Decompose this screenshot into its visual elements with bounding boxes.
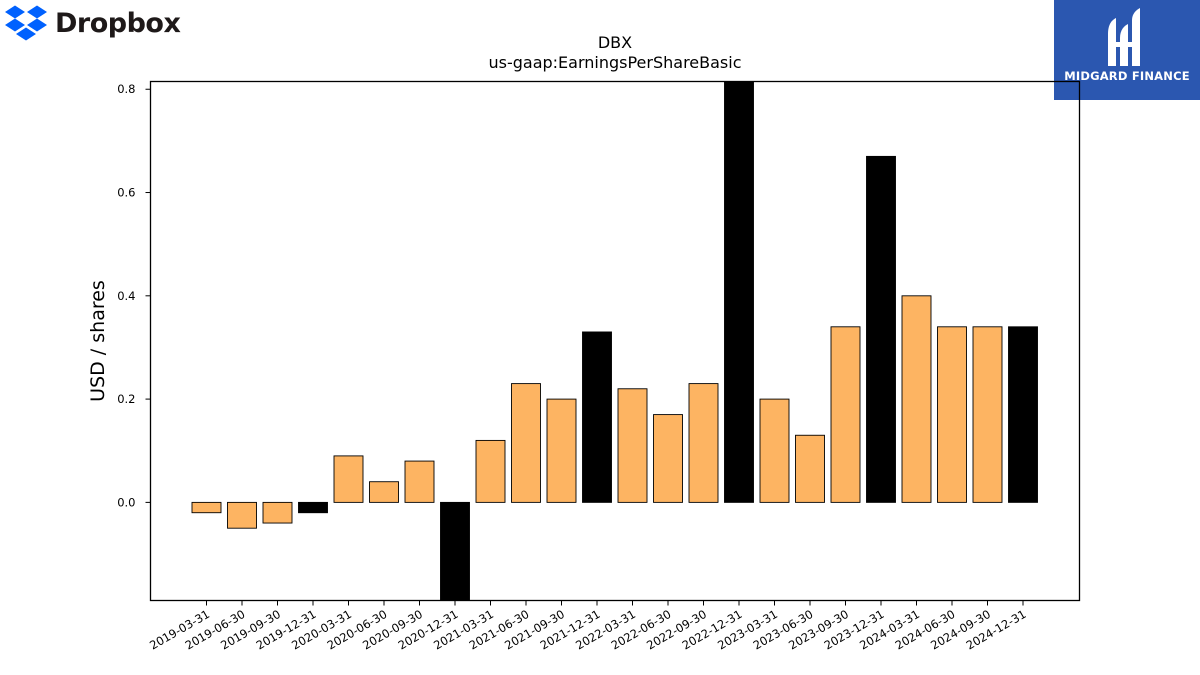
y-tick-label: 0.4 (117, 289, 135, 303)
plot-frame (149, 80, 1081, 602)
bar-2021-03-31 (475, 439, 506, 503)
sponsor-logo: MIDGARD FINANCE (1054, 0, 1200, 100)
sponsor-name: MIDGARD FINANCE (1064, 69, 1190, 83)
bar-2023-12-31 (866, 155, 896, 503)
y-tick-label: 0.8 (117, 82, 135, 96)
bar-2019-03-31 (191, 501, 222, 514)
bar-2019-06-30 (227, 501, 257, 529)
bar-2020-09-30 (404, 460, 435, 503)
bar-2024-06-30 (937, 326, 967, 503)
bar-2021-09-30 (546, 398, 577, 503)
bar-2022-09-30 (688, 383, 719, 503)
chart-title: DBX (598, 33, 632, 52)
bar-2021-12-31 (582, 331, 612, 503)
y-tick-label: 0.0 (117, 495, 135, 509)
bar-2020-03-31 (333, 455, 364, 503)
bar-2024-03-31 (901, 295, 932, 503)
x-axis: 2019-03-312019-06-302019-09-302019-12-31… (147, 600, 1029, 653)
bar-2023-03-31 (759, 398, 790, 503)
bar-2024-09-30 (972, 326, 1003, 503)
bar-2024-12-31 (1008, 326, 1038, 503)
bar-2023-06-30 (795, 434, 825, 503)
dropbox-logo-icon (5, 5, 47, 41)
bar-2022-06-30 (653, 414, 683, 503)
y-axis: 0.0 0.2 0.4 0.6 0.8 (117, 82, 151, 509)
y-tick-label: 0.2 (117, 392, 135, 406)
y-tick-label: 0.6 (117, 186, 135, 200)
bar-2020-06-30 (369, 481, 399, 503)
brand-logo: Dropbox (5, 4, 181, 42)
brand-name: Dropbox (55, 7, 181, 39)
midgard-logo-icon (1108, 8, 1140, 66)
y-axis-label: USD / shares (87, 280, 109, 402)
bar-2022-12-31 (724, 81, 754, 503)
bar-2019-12-31 (298, 501, 328, 514)
bar-2019-09-30 (262, 501, 293, 524)
bar-2023-09-30 (830, 326, 861, 503)
bar-2021-06-30 (511, 383, 541, 503)
bar-2022-03-31 (617, 388, 648, 503)
bars-layer (191, 81, 1038, 601)
bar-2020-12-31 (440, 501, 470, 601)
chart-subtitle: us-gaap:EarningsPerShareBasic (488, 53, 741, 72)
